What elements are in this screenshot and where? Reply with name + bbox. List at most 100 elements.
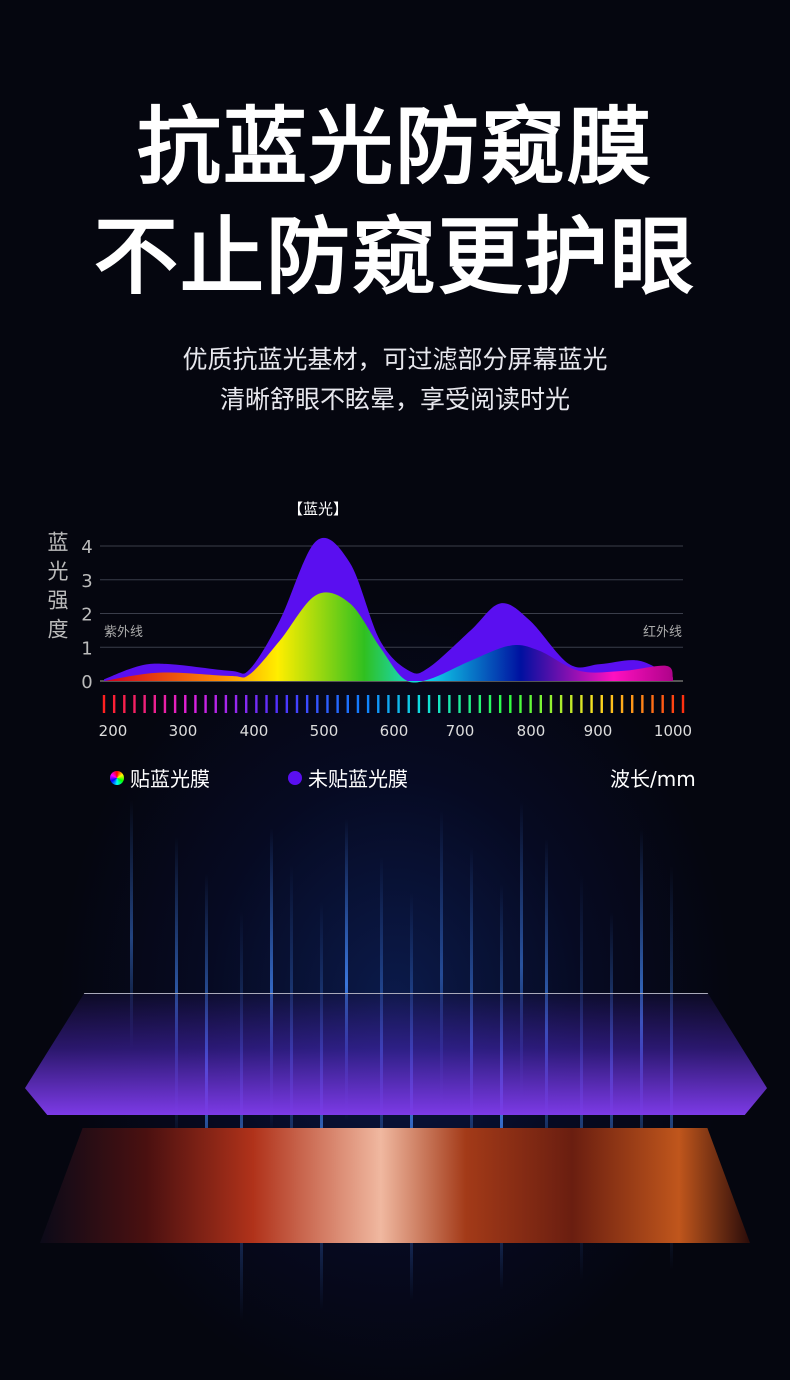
spectrum-tick xyxy=(336,695,339,713)
spectrum-tick xyxy=(559,695,563,713)
spectrum-tick xyxy=(397,695,400,713)
spectrum-tick xyxy=(184,695,187,713)
spectrum-tick xyxy=(570,695,573,713)
legend-film: 贴蓝光膜 xyxy=(110,763,210,792)
y-tick-label: 3 xyxy=(81,571,92,592)
spectrum-tick xyxy=(123,695,126,713)
spectrum-tick xyxy=(468,695,471,713)
spectrum-tick xyxy=(610,695,614,713)
x-tick-label: 300 xyxy=(169,722,198,740)
legend-nofilm-label: 未贴蓝光膜 xyxy=(308,767,408,791)
spectrum-tick xyxy=(478,695,482,713)
light-streak xyxy=(440,810,443,1110)
y-axis-label: 蓝光强度 xyxy=(45,531,69,647)
x-tick-label: 800 xyxy=(517,722,546,740)
y-tick-label: 4 xyxy=(81,537,92,558)
spectrum-tick xyxy=(346,695,349,713)
phone-screen xyxy=(40,1128,750,1243)
spectrum-tick xyxy=(448,695,451,713)
x-tick-label: 200 xyxy=(99,722,128,740)
spectrum-tick xyxy=(326,695,329,713)
spectrum-tick xyxy=(631,695,634,713)
series-with-film xyxy=(104,592,673,683)
headline-line2: 不止防窥更护眼 xyxy=(93,208,696,306)
spectrum-tick xyxy=(549,695,553,713)
x-tick-label: 600 xyxy=(380,722,409,740)
spectrum-tick xyxy=(529,695,532,713)
spectrum-tick xyxy=(305,695,309,713)
spectrum-tick xyxy=(214,695,217,713)
purple-dot-icon xyxy=(288,770,302,785)
spectrum-tick xyxy=(681,695,685,713)
legend-nofilm: 未贴蓝光膜 xyxy=(288,763,408,792)
spectrum-tick xyxy=(102,695,106,713)
spectrum-tick xyxy=(163,695,167,713)
spectrum-tick xyxy=(620,695,624,713)
spectrum-tick xyxy=(255,695,258,713)
spectrum-tick xyxy=(204,695,207,713)
spectrum-tick xyxy=(143,695,146,713)
spectrum-tick xyxy=(438,695,441,713)
rainbow-dot-icon xyxy=(110,770,124,785)
x-tick-label: 400 xyxy=(240,722,269,740)
spectrum-tick xyxy=(641,695,644,713)
spectrum-tick xyxy=(265,695,268,713)
spectrum-tick xyxy=(356,695,360,713)
spectrum-tick xyxy=(366,695,370,713)
spectrum-tick xyxy=(133,695,136,713)
spectrum-tick xyxy=(488,695,492,713)
spectrum-tick xyxy=(234,695,238,713)
spectrum-tick xyxy=(458,695,461,713)
y-tick-label: 1 xyxy=(81,638,92,659)
spectrum-tick xyxy=(194,695,197,713)
spectrum-tick xyxy=(407,695,410,713)
spectrum-tick xyxy=(112,695,116,713)
spectrum-tick xyxy=(275,695,278,713)
spectrum-tick xyxy=(245,695,248,713)
annotation-ir: 红外线 xyxy=(643,624,682,640)
y-tick-label: 0 xyxy=(81,672,92,693)
privacy-film xyxy=(25,993,767,1115)
x-tick-label: 700 xyxy=(446,722,475,740)
spectrum-tick xyxy=(417,695,421,713)
legend-film-label: 贴蓝光膜 xyxy=(130,767,210,791)
spectrum-tick xyxy=(224,695,228,713)
series-no-film xyxy=(104,537,673,681)
subtitle-line2: 清晰舒眼不眩晕，享受阅读时光 xyxy=(219,385,570,414)
spectrum-tick xyxy=(671,695,675,713)
light-streak xyxy=(130,800,133,1050)
spectrum-tick xyxy=(285,695,289,713)
blue-light-chart: 0 1 2 3 4 【蓝光】 紫外线 红外线 200 300 400 500 600 700 800… xyxy=(81,500,692,740)
spectrum-tick xyxy=(539,695,542,713)
unit-label: 波长/mm xyxy=(610,767,696,791)
x-tick-label: 1000 xyxy=(654,722,692,740)
x-tick-label: 900 xyxy=(584,722,613,740)
spectrum-tick xyxy=(427,695,431,713)
light-streak xyxy=(345,819,348,1120)
spectrum-tick xyxy=(509,695,512,713)
light-streak xyxy=(240,911,243,1320)
x-tick-label: 500 xyxy=(310,722,339,740)
x-axis-unit: 波长/mm xyxy=(610,763,696,792)
annotation-uv: 紫外线 xyxy=(104,625,143,640)
spectrum-tick xyxy=(153,695,156,713)
subtitle-line1: 优质抗蓝光基材，可过滤部分屏幕蓝光 xyxy=(182,345,608,374)
spectrum-tick xyxy=(316,695,319,713)
spectrum-tick xyxy=(387,695,390,713)
headline-line1: 抗蓝光防窥膜 xyxy=(136,98,653,196)
spectrum-tick xyxy=(651,695,654,713)
spectrum-tick xyxy=(377,695,380,713)
spectrum-tick xyxy=(498,695,502,713)
spectrum-tick xyxy=(519,695,522,713)
light-streak xyxy=(270,828,273,1130)
spectrum-tick xyxy=(600,695,603,713)
light-streak xyxy=(520,801,523,1100)
spectrum-tick xyxy=(590,695,593,713)
spectrum-tick xyxy=(661,695,664,713)
spectrum-tick xyxy=(173,695,177,713)
light-streak xyxy=(175,837,178,1140)
spectrum-tick xyxy=(295,695,299,713)
y-tick-label: 2 xyxy=(81,605,92,626)
chart-title: 【蓝光】 xyxy=(288,500,348,518)
spectrum-tick xyxy=(580,695,583,713)
